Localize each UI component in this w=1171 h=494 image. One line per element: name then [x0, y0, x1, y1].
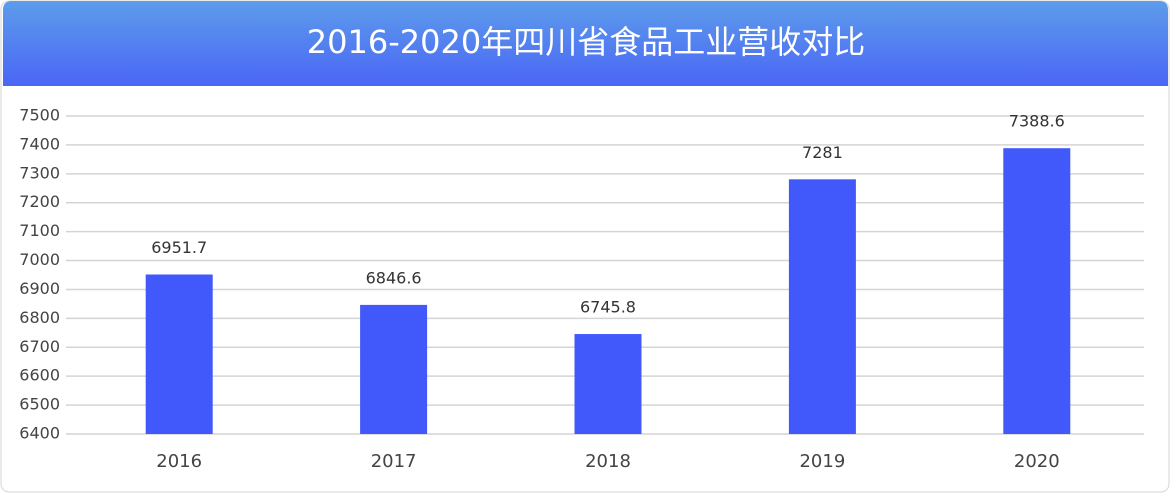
y-tick-label: 7500 [19, 106, 60, 125]
x-tick-label: 2018 [585, 451, 631, 472]
y-tick-label: 7400 [19, 134, 60, 153]
x-tick-label: 2017 [371, 451, 417, 472]
bar [360, 304, 428, 434]
data-label: 6846.6 [366, 268, 422, 287]
y-tick-label: 6700 [19, 337, 60, 356]
x-tick-label: 2016 [156, 451, 202, 472]
y-tick-label: 7200 [19, 192, 60, 211]
y-tick-label: 7100 [19, 221, 60, 240]
y-tick-label: 6500 [19, 395, 60, 414]
chart-title: 2016-2020年四川省食品工业营收对比 [307, 23, 865, 61]
bar [574, 334, 642, 434]
bar [145, 274, 213, 434]
y-tick-label: 6600 [19, 366, 60, 385]
data-label: 7281 [802, 143, 843, 162]
bar [788, 179, 856, 434]
data-label: 6951.7 [151, 238, 207, 257]
y-tick-label: 6900 [19, 279, 60, 298]
header [3, 1, 1168, 86]
data-label: 7388.6 [1009, 112, 1065, 131]
y-tick-label: 7000 [19, 250, 60, 269]
data-label: 6745.8 [580, 298, 636, 317]
y-tick-label: 6800 [19, 308, 60, 327]
y-tick-label: 7300 [19, 163, 60, 182]
bar [1003, 148, 1071, 435]
x-tick-label: 2020 [1014, 451, 1060, 472]
x-tick-label: 2019 [799, 451, 845, 472]
y-tick-label: 6400 [19, 424, 60, 443]
